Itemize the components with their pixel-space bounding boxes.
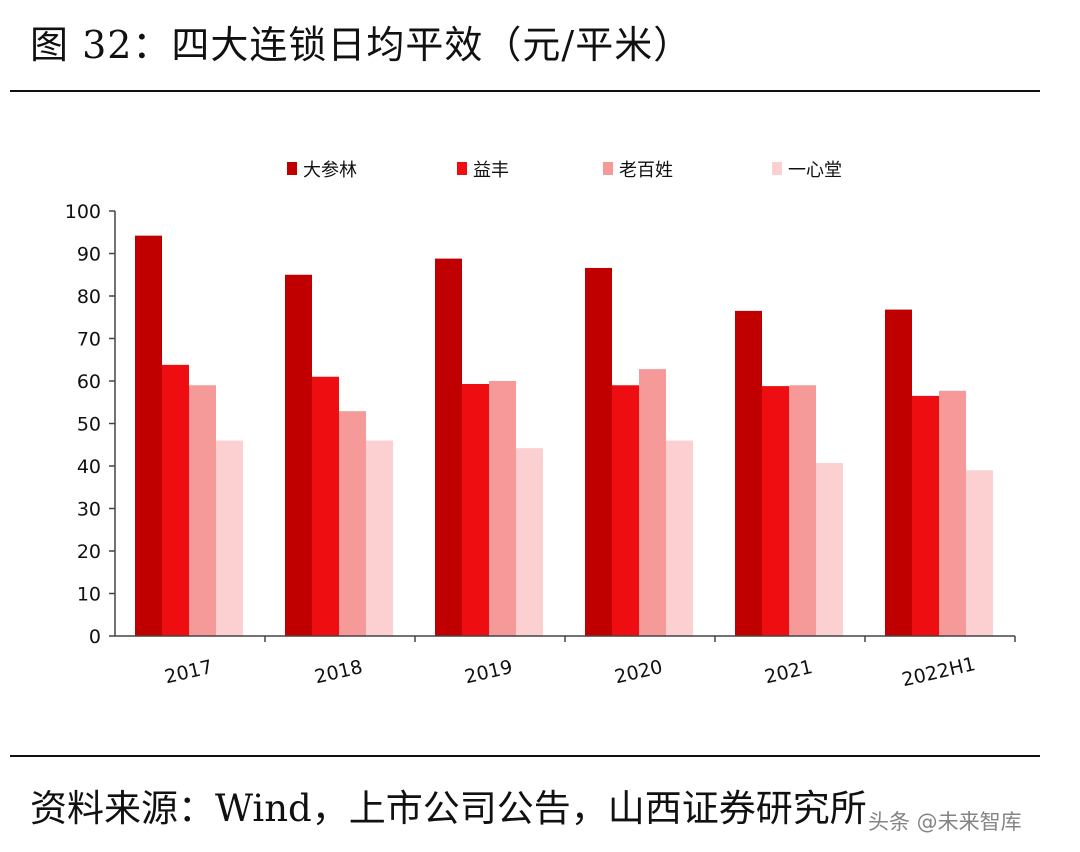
x-tick-label: 2019 <box>463 656 515 688</box>
x-tick-label: 2020 <box>613 656 665 688</box>
bar-益丰-2018 <box>312 376 339 636</box>
bar-益丰-2022H1 <box>912 395 939 636</box>
bar-益丰-2017 <box>162 364 189 636</box>
bar-大参林-2021 <box>735 310 762 636</box>
bar-老百姓-2021 <box>789 385 816 636</box>
bar-大参林-2017 <box>135 235 162 636</box>
y-tick-label: 40 <box>77 456 101 478</box>
y-axis: 0 10 20 30 40 50 60 70 80 90 100 <box>65 201 116 648</box>
legend-swatch <box>603 162 613 175</box>
bar-一心堂-2017 <box>216 440 243 636</box>
y-tick-label: 90 <box>77 244 101 266</box>
x-tick-label: 2017 <box>163 656 215 688</box>
x-tick-label: 2022H1 <box>900 653 978 691</box>
bar-一心堂-2022H1 <box>966 470 993 636</box>
legend-label: 一心堂 <box>788 160 842 181</box>
legend-label: 老百姓 <box>619 160 673 181</box>
chart-bars <box>135 235 993 636</box>
x-tick-label: 2021 <box>763 656 815 688</box>
watermark: 头条 @未来智库 <box>868 810 1022 834</box>
y-tick-label: 80 <box>77 286 101 308</box>
bar-大参林-2019 <box>435 258 462 636</box>
y-tick-label: 70 <box>77 329 101 351</box>
bar-老百姓-2017 <box>189 385 216 636</box>
source-note: 资料来源：Wind，上市公司公告，山西证券研究所 <box>30 787 867 830</box>
bar-一心堂-2020 <box>666 440 693 636</box>
y-tick-label: 10 <box>77 584 101 606</box>
bottom-rule <box>10 755 1040 757</box>
top-rule <box>10 90 1040 92</box>
y-tick-label: 30 <box>77 499 101 521</box>
x-tick-label: 2018 <box>313 656 365 688</box>
x-axis: 2017 2018 2019 2020 2021 2022H1 <box>115 635 1016 691</box>
bar-一心堂-2019 <box>516 448 543 636</box>
legend-label: 大参林 <box>303 160 357 181</box>
y-tick-label: 0 <box>89 626 101 648</box>
figure-title: 图 32：四大连锁日均平效（元/平米） <box>30 23 693 67</box>
bar-老百姓-2019 <box>489 381 516 636</box>
bar-益丰-2020 <box>612 385 639 636</box>
bar-益丰-2021 <box>762 386 789 636</box>
bar-老百姓-2022H1 <box>939 390 966 636</box>
legend-swatch <box>457 162 467 175</box>
bar-大参林-2020 <box>585 267 612 636</box>
legend-label: 益丰 <box>473 160 509 181</box>
bar-老百姓-2020 <box>639 369 666 636</box>
bar-老百姓-2018 <box>339 411 366 636</box>
y-tick-label: 20 <box>77 541 101 563</box>
y-tick-label: 100 <box>65 201 101 223</box>
chart-legend: 大参林 益丰 老百姓 一心堂 <box>287 160 842 181</box>
legend-swatch <box>287 162 297 175</box>
bar-一心堂-2018 <box>366 440 393 636</box>
legend-swatch <box>772 162 782 175</box>
bar-大参林-2022H1 <box>885 309 912 636</box>
y-tick-label: 60 <box>77 371 101 393</box>
bar-益丰-2019 <box>462 383 489 636</box>
bar-一心堂-2021 <box>816 463 843 636</box>
bar-大参林-2018 <box>285 274 312 636</box>
y-tick-label: 50 <box>77 414 101 436</box>
